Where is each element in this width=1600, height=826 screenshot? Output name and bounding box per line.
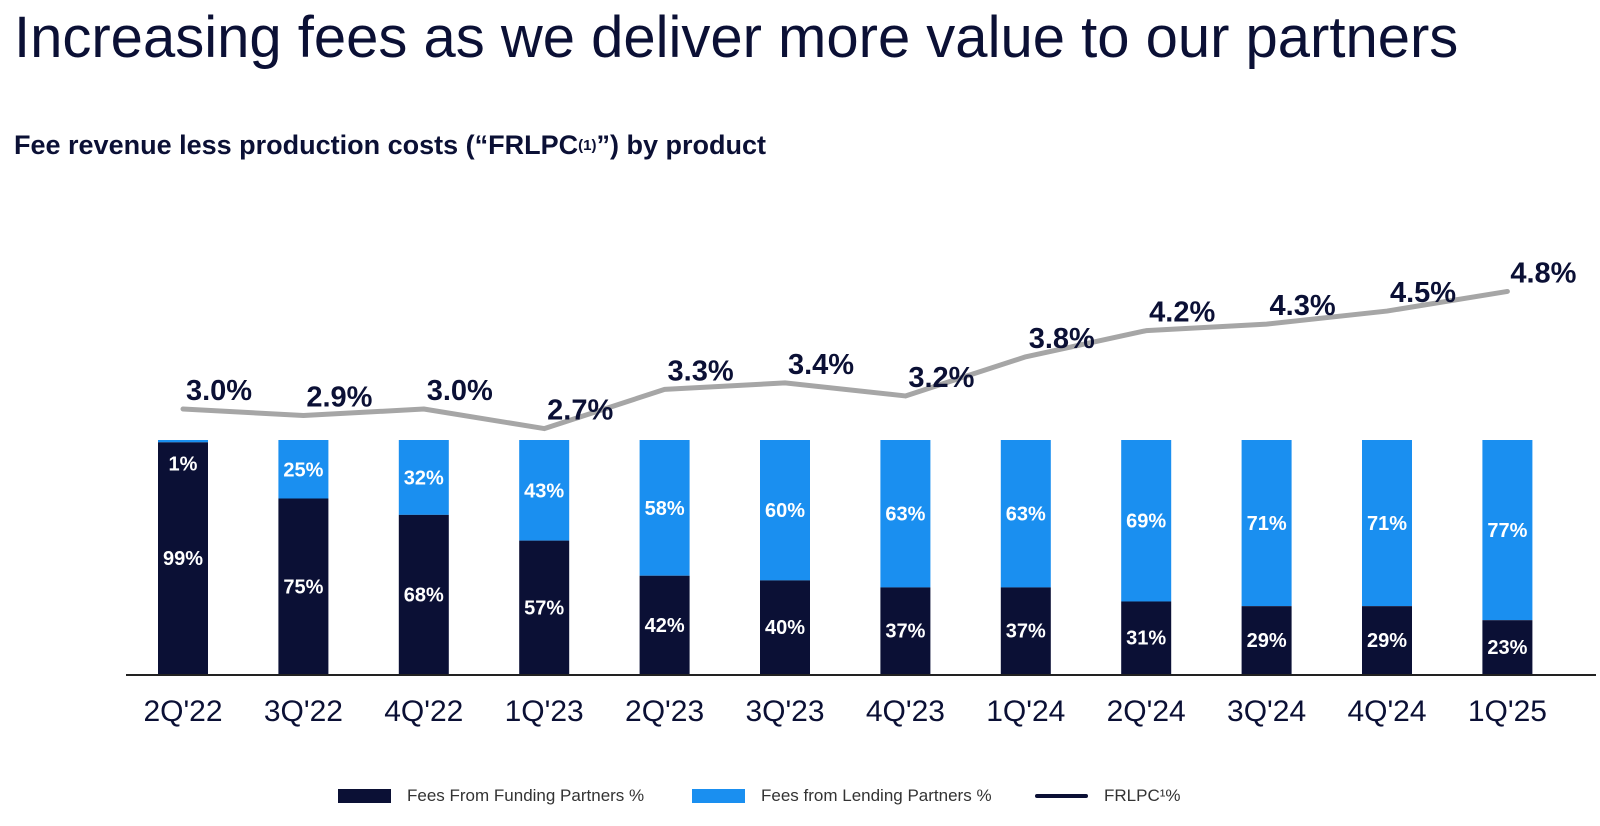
data-label-lending: 69% xyxy=(1126,511,1166,533)
data-label-funding: 37% xyxy=(1006,621,1046,643)
x-tick-label: 4Q'23 xyxy=(866,695,945,728)
legend-item-lending: Fees from Lending Partners % xyxy=(692,786,992,806)
line-data-label: 3.0% xyxy=(427,375,493,407)
line-data-label: 2.9% xyxy=(306,382,372,414)
chart-legend: Fees From Funding Partners % Fees from L… xyxy=(0,786,1600,816)
data-label-lending: 1% xyxy=(169,453,198,475)
bar-lending xyxy=(639,440,690,576)
line-layer: 3.0% 2.9% 3.0% 2.7% 3.3% 3.4% 3.2% 3.8% 4.2% 4.3%… xyxy=(180,257,1577,432)
legend-swatch-lending xyxy=(692,789,745,803)
data-label-lending: 58% xyxy=(645,498,685,520)
bar-funding xyxy=(1362,606,1412,674)
legend-label-frlpc: FRLPC¹% xyxy=(1104,786,1181,805)
x-tick-label: 3Q'23 xyxy=(745,695,824,728)
line-data-label: 4.5% xyxy=(1390,277,1456,309)
line-data-label: 3.3% xyxy=(668,355,734,387)
data-label-funding: 31% xyxy=(1126,628,1166,650)
data-label-funding: 37% xyxy=(885,621,925,643)
subtitle-end: ”) by product xyxy=(596,130,766,160)
x-tick-label: 1Q'23 xyxy=(505,695,584,728)
line-data-label: 4.8% xyxy=(1510,257,1576,289)
data-label-funding: 40% xyxy=(765,617,805,639)
bar-funding xyxy=(278,498,329,674)
data-label-funding: 57% xyxy=(524,597,564,619)
bars-layer: 99% 1% 75% 25% 68% 32% 57% 43% 42% 58% 40% 60% 37% 63… xyxy=(158,440,1533,674)
x-tick-label: 2Q'23 xyxy=(625,695,704,728)
bar-funding xyxy=(1241,606,1292,674)
bar-funding xyxy=(639,575,690,674)
data-label-funding: 29% xyxy=(1367,630,1407,652)
data-label-lending: 60% xyxy=(765,500,805,522)
x-tick-label: 4Q'22 xyxy=(384,695,463,728)
data-label-funding: 29% xyxy=(1247,630,1287,652)
line-data-label: 3.0% xyxy=(186,375,252,407)
bar-lending xyxy=(1362,440,1412,607)
data-label-lending: 25% xyxy=(283,459,323,481)
x-tick-label: 3Q'24 xyxy=(1227,695,1306,728)
x-tick-label: 4Q'24 xyxy=(1347,695,1426,728)
bar-lending xyxy=(1121,440,1172,602)
x-tick-label: 2Q'24 xyxy=(1107,695,1186,728)
data-label-funding: 23% xyxy=(1487,637,1527,659)
x-tick-label: 2Q'22 xyxy=(143,695,222,728)
data-label-funding: 99% xyxy=(163,548,203,570)
legend-item-funding: Fees From Funding Partners % xyxy=(338,786,644,806)
data-label-lending: 43% xyxy=(524,480,564,502)
axis-layer: 2Q'22 3Q'22 4Q'22 1Q'23 2Q'23 3Q'23 4Q'23 1Q'24… xyxy=(126,674,1596,728)
data-label-lending: 71% xyxy=(1247,513,1287,535)
page-title: Increasing fees as we deliver more value… xyxy=(14,5,1459,70)
bar-lending xyxy=(398,440,449,515)
bar-lending xyxy=(278,440,329,499)
line-data-label: 3.2% xyxy=(908,362,974,394)
bar-lending xyxy=(1482,440,1533,621)
line-data-label: 4.2% xyxy=(1149,297,1215,329)
data-label-lending: 63% xyxy=(1006,504,1046,526)
legend-item-frlpc: FRLPC¹% xyxy=(1035,786,1181,806)
line-data-label: 4.3% xyxy=(1270,290,1336,322)
data-label-lending: 71% xyxy=(1367,513,1407,535)
bar-lending xyxy=(760,440,810,581)
data-label-funding: 42% xyxy=(645,615,685,637)
data-label-lending: 63% xyxy=(885,504,925,526)
bar-lending xyxy=(1241,440,1292,607)
data-label-funding: 68% xyxy=(404,584,444,606)
subtitle-main: Fee revenue less production costs (“FRLP… xyxy=(14,130,579,160)
chart-subtitle: Fee revenue less production costs (“FRLP… xyxy=(14,130,766,161)
bar-funding xyxy=(398,514,449,674)
frlpc-line xyxy=(180,288,1510,432)
subtitle-footnote: (1) xyxy=(578,137,597,154)
bar-funding xyxy=(880,587,931,674)
stacked-bar-line-chart: 99% 1% 75% 25% 68% 32% 57% 43% 42% 58% 40% 60% 37% 63… xyxy=(126,257,1596,728)
bar-lending xyxy=(519,440,570,541)
line-data-label: 2.7% xyxy=(547,395,613,427)
legend-swatch-funding xyxy=(338,789,391,803)
bar-funding xyxy=(1121,601,1172,674)
line-data-label: 3.8% xyxy=(1029,323,1095,355)
bar-funding xyxy=(1000,587,1051,674)
bar-lending xyxy=(158,440,208,443)
data-label-lending: 32% xyxy=(404,467,444,489)
legend-label-lending: Fees from Lending Partners % xyxy=(761,786,992,805)
bar-funding xyxy=(760,580,810,674)
x-tick-label: 3Q'22 xyxy=(264,695,343,728)
legend-line-frlpc xyxy=(1035,794,1088,798)
bar-lending xyxy=(1000,440,1051,588)
x-tick-label: 1Q'25 xyxy=(1468,695,1547,728)
line-data-label: 3.4% xyxy=(788,349,854,381)
bar-lending xyxy=(880,440,931,588)
bar-funding xyxy=(519,540,570,674)
data-label-lending: 77% xyxy=(1487,520,1527,542)
bar-funding xyxy=(1482,620,1533,674)
x-tick-label: 1Q'24 xyxy=(986,695,1065,728)
data-label-funding: 75% xyxy=(283,576,323,598)
bar-funding xyxy=(158,442,208,674)
legend-label-funding: Fees From Funding Partners % xyxy=(407,786,645,805)
